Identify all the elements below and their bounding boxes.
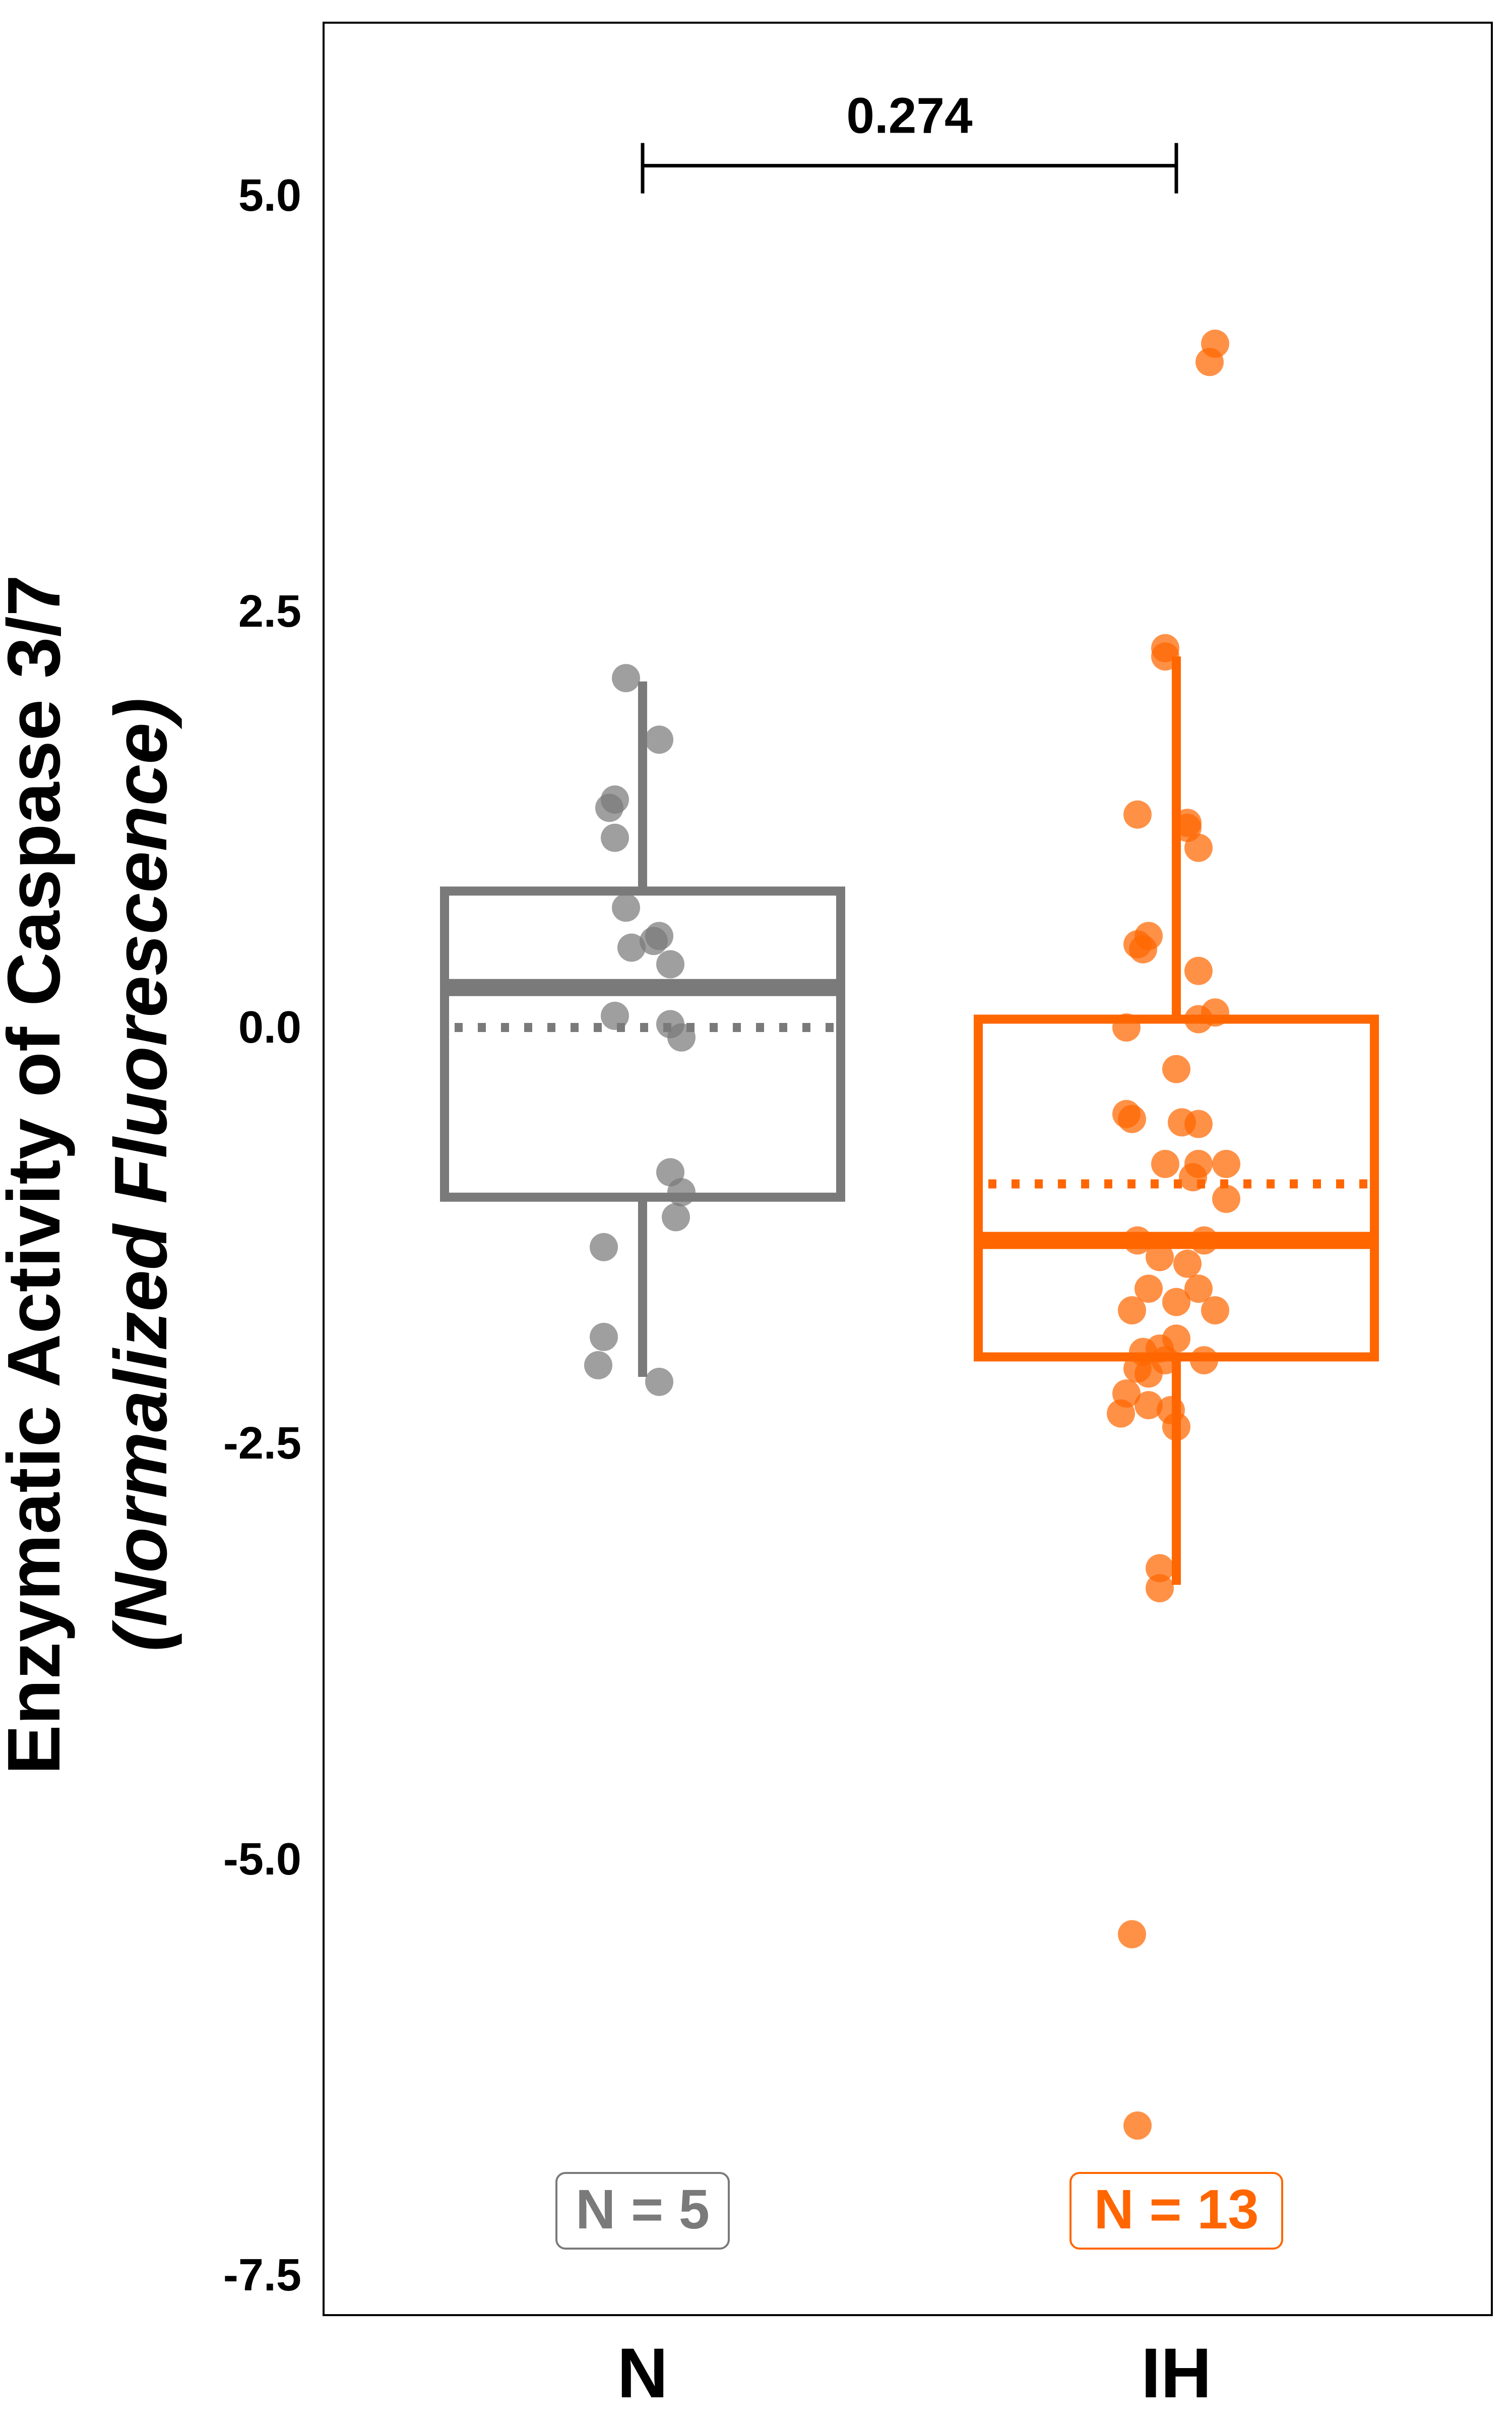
data-point (1135, 1275, 1163, 1303)
data-point (645, 725, 673, 754)
point-group (584, 329, 1240, 2140)
n-label-text: N = 13 (1094, 2179, 1258, 2241)
x-tick-label: IH (1141, 2333, 1212, 2412)
data-point (601, 823, 629, 852)
data-point (1212, 1150, 1240, 1178)
box-iqr (440, 886, 845, 1202)
x-tick-label: N (617, 2333, 668, 2412)
y-axis-subtitle: (Normalized Fluorescence) (99, 698, 182, 1652)
data-point (1135, 1359, 1163, 1388)
data-point (1146, 1243, 1174, 1272)
data-point (1190, 1346, 1218, 1374)
y-axis: 5.0 2.5 0.0 -2.5 -5.0 -7.5 (223, 170, 301, 2301)
data-point (601, 785, 629, 814)
data-point (1107, 1399, 1135, 1428)
data-point (1201, 1296, 1229, 1324)
data-point (667, 1023, 696, 1052)
data-point (1118, 1296, 1146, 1324)
y-tick-label: -7.5 (223, 2250, 301, 2301)
data-point (1146, 1554, 1174, 1583)
y-axis-title: Enzymatic Activity of Caspase 3/7 (0, 575, 76, 1775)
data-point (1184, 1110, 1213, 1138)
data-point (601, 1001, 629, 1030)
data-point (1190, 1226, 1218, 1255)
data-point (1184, 1275, 1213, 1303)
data-point (617, 933, 646, 962)
y-tick-label: 0.0 (238, 1002, 301, 1053)
data-point (612, 893, 640, 922)
data-point (584, 1351, 612, 1379)
data-point (1179, 1163, 1207, 1191)
data-point (640, 927, 668, 955)
data-point (1123, 2111, 1152, 2140)
data-point (1151, 1150, 1179, 1178)
x-axis: N IH (617, 2333, 1212, 2412)
data-point (612, 664, 640, 692)
n-label-box (555, 2172, 730, 2250)
data-point (590, 1233, 618, 1261)
y-tick-label: 5.0 (238, 170, 301, 221)
data-point (1195, 348, 1224, 376)
data-point (1162, 1288, 1190, 1316)
data-point (1123, 800, 1152, 829)
data-point (656, 950, 684, 979)
y-tick-label: -2.5 (223, 1418, 301, 1469)
data-point (1118, 1105, 1146, 1133)
plot-frame (323, 22, 1493, 2316)
n-label-text: N = 5 (576, 2179, 710, 2241)
data-point (1162, 1055, 1190, 1083)
p-value-label: 0.274 (846, 88, 973, 144)
data-point (1151, 642, 1179, 671)
data-point (1118, 1920, 1146, 1949)
data-point (1184, 956, 1213, 985)
data-point (1173, 1249, 1202, 1278)
data-point (645, 1367, 673, 1396)
n-label-box (1069, 2172, 1283, 2250)
data-point (1212, 1184, 1240, 1213)
data-point (662, 1203, 690, 1232)
y-tick-label: -5.0 (223, 1834, 301, 1885)
data-point (1162, 1413, 1190, 1441)
data-point (1184, 1005, 1213, 1034)
data-point (1112, 1013, 1141, 1042)
y-tick-label: 2.5 (238, 586, 301, 637)
n-label-group: N = 5 N = 13 (555, 2172, 1283, 2250)
data-point (1146, 1574, 1174, 1603)
data-point (1184, 833, 1213, 862)
data-point (1123, 1226, 1152, 1255)
data-point (667, 1178, 696, 1206)
data-point (590, 1322, 618, 1351)
data-point (1135, 1391, 1163, 1420)
box-group (440, 656, 1379, 1585)
data-point (1129, 935, 1157, 963)
comparison-bracket: 0.274 (641, 88, 1178, 194)
